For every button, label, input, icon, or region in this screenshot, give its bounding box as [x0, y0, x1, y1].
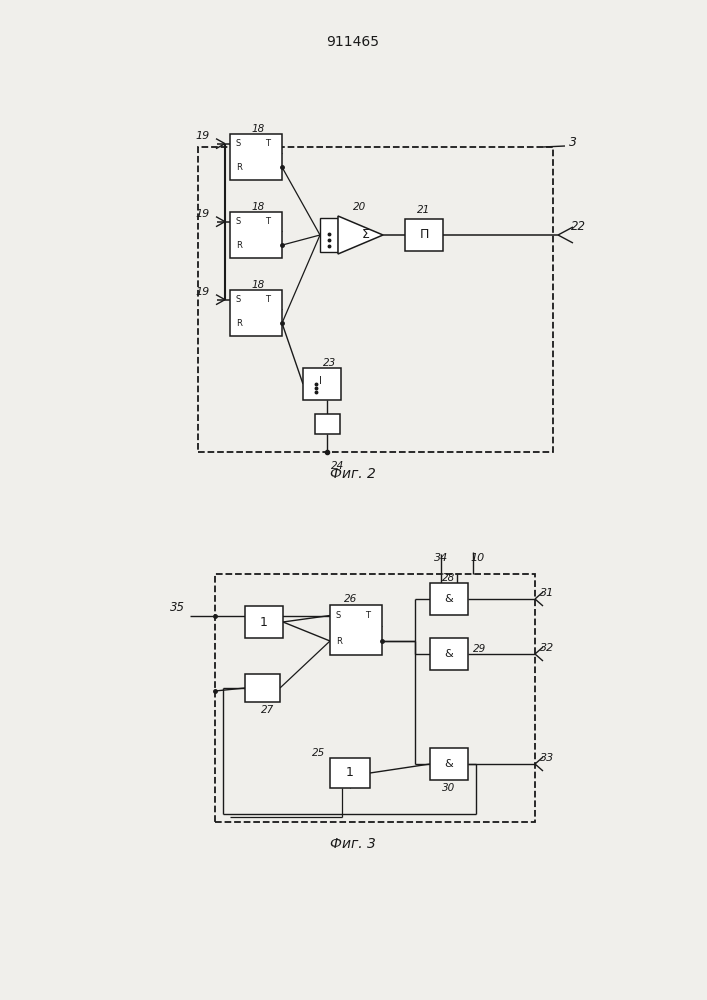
Bar — [303, 368, 341, 400]
Text: 25: 25 — [312, 748, 325, 758]
Text: 29: 29 — [473, 644, 486, 654]
Text: 21: 21 — [417, 205, 431, 215]
Text: T: T — [265, 139, 271, 148]
Text: R: R — [236, 319, 242, 328]
Text: Π: Π — [419, 229, 428, 241]
Text: 1: 1 — [260, 615, 268, 629]
Text: 28: 28 — [443, 573, 455, 583]
Text: 18: 18 — [252, 202, 265, 212]
Text: 22: 22 — [571, 221, 585, 233]
Text: 3: 3 — [569, 135, 577, 148]
Text: R: R — [336, 637, 342, 646]
Text: Фиг. 3: Фиг. 3 — [330, 837, 376, 851]
Text: 19: 19 — [196, 287, 210, 297]
Text: &: & — [445, 759, 453, 769]
Bar — [430, 638, 468, 670]
Bar — [230, 134, 282, 180]
Text: I: I — [319, 376, 322, 386]
Text: 35: 35 — [170, 601, 185, 614]
Text: R: R — [236, 241, 242, 250]
Bar — [430, 748, 468, 780]
Text: S: S — [235, 217, 240, 226]
Text: S: S — [235, 139, 240, 148]
Text: 911465: 911465 — [327, 35, 380, 49]
Text: 24: 24 — [331, 461, 344, 471]
Bar — [320, 218, 338, 252]
Bar — [245, 606, 283, 638]
Text: T: T — [265, 295, 271, 304]
Bar — [215, 574, 535, 822]
Text: Фиг. 2: Фиг. 2 — [330, 467, 376, 481]
Text: 1: 1 — [346, 766, 354, 780]
Text: T: T — [366, 611, 370, 620]
Text: Σ: Σ — [362, 228, 370, 240]
Bar — [430, 583, 468, 615]
Bar — [230, 212, 282, 258]
Bar — [245, 674, 280, 702]
Text: 18: 18 — [252, 280, 265, 290]
Text: S: S — [335, 611, 341, 620]
Text: T: T — [265, 217, 271, 226]
Bar — [330, 758, 370, 788]
Text: S: S — [235, 295, 240, 304]
Text: 33: 33 — [540, 753, 554, 763]
Bar — [330, 605, 382, 655]
Text: 32: 32 — [540, 643, 554, 653]
Text: 27: 27 — [261, 705, 274, 715]
Text: 19: 19 — [196, 209, 210, 219]
Text: 23: 23 — [323, 358, 337, 368]
Text: 31: 31 — [540, 588, 554, 598]
Text: 18: 18 — [252, 124, 265, 134]
Text: 34: 34 — [434, 553, 448, 563]
Bar — [405, 219, 443, 251]
Text: &: & — [445, 594, 453, 604]
Bar — [198, 147, 553, 452]
Text: 10: 10 — [471, 553, 485, 563]
Text: &: & — [445, 649, 453, 659]
Text: 19: 19 — [196, 131, 210, 141]
Text: R: R — [236, 163, 242, 172]
Text: 20: 20 — [354, 202, 367, 212]
Bar — [315, 414, 340, 434]
Polygon shape — [338, 216, 383, 254]
Text: 30: 30 — [443, 783, 455, 793]
Text: 26: 26 — [344, 594, 358, 604]
Bar — [230, 290, 282, 336]
